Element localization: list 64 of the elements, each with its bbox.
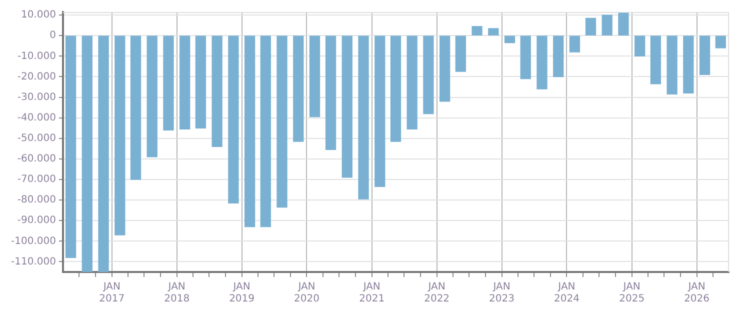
bar [666,36,678,95]
y-tick-label: 10.000 [20,10,56,21]
y-tick-label: -40.000 [17,112,56,124]
bar [585,18,596,36]
bar [618,12,629,36]
bar [65,36,76,258]
bar [325,36,336,150]
y-tick-label: -90.000 [17,215,56,226]
x-tick-label: JAN 2021 [359,282,385,305]
bar [309,36,320,118]
x-tick-label: JAN 2022 [424,282,450,305]
bar [358,36,369,200]
bar [406,36,418,130]
bar [488,28,499,36]
x-tick-label: JAN 2026 [684,282,710,305]
bar [715,36,726,48]
bar [536,36,548,90]
bar [650,36,662,84]
y-tick-label: -70.000 [17,174,56,186]
bar [390,36,402,142]
bar [374,36,386,188]
bar [130,36,142,180]
bar [195,36,206,128]
x-tick-label: JAN 2019 [229,282,255,305]
bar [472,26,482,36]
bar [439,36,450,102]
y-tick-label: -60.000 [17,154,56,165]
bar [504,36,516,44]
bar [260,36,271,228]
bar [244,36,256,228]
x-tick-label: JAN 2023 [489,282,514,305]
y-tick-label: -50.000 [17,132,56,144]
bar [163,36,174,131]
x-tick-label: JAN 2024 [554,282,580,305]
y-tick-label: -80.000 [17,194,56,206]
bar [146,36,158,158]
bar [683,36,694,94]
bar [228,36,239,204]
bar [602,14,612,36]
y-tick-label: -100.000 [10,236,56,247]
bar [569,36,580,52]
bar [276,36,288,208]
bar [455,36,466,72]
bar [520,36,531,80]
bar [634,36,646,57]
bar [114,36,126,236]
bar [98,36,109,272]
bar [342,36,352,178]
x-tick-label: JAN 2018 [164,282,190,305]
bar [699,36,710,76]
bar [82,36,92,272]
y-tick-label: 0 [50,30,56,42]
x-tick-label: JAN 2025 [619,282,645,305]
bar [212,36,222,147]
y-tick-label: -10.000 [17,50,56,62]
bar [423,36,434,114]
x-tick-label: JAN 2020 [294,282,320,305]
bar [180,36,190,130]
y-tick-label: -20.000 [17,71,56,82]
bar [553,36,564,78]
bar [293,36,304,142]
y-tick-label: -30.000 [17,92,56,103]
x-tick-label: JAN 2017 [99,282,125,305]
y-tick-label: -110.000 [10,256,56,268]
